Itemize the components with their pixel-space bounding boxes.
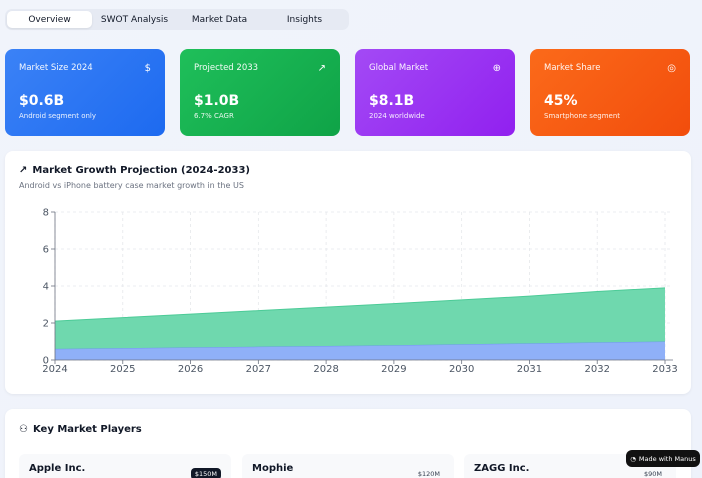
player-card-apple[interactable]: Apple Inc. $150M [19,454,231,478]
global-market-card: Global Market ⊕ $8.1B 2024 worldwide [355,49,515,136]
dollar-icon: $ [144,63,151,74]
x-tick-label: 2032 [584,364,609,375]
player-value-badge: $120M [417,470,440,478]
growth-chart-title-text: Market Growth Projection (2024-2033) [32,165,250,176]
player-card-mophie[interactable]: Mophie $120M [242,454,454,478]
card-subtext: Android segment only [19,112,97,120]
player-name: Mophie [252,463,294,474]
growth-chart-title: ↗ Market Growth Projection (2024-2033) [19,165,250,176]
area-series-line-1 [54,287,666,322]
market-size-card: Market Size 2024 $ $0.6B Android segment… [5,49,165,136]
market-share-card: Market Share ◎ 45% Smartphone segment [530,49,690,136]
card-label: Market Size 2024 [19,63,93,73]
y-tick-label: 6 [43,245,49,256]
x-tick-label: 2033 [652,364,677,375]
x-tick-label: 2024 [42,364,67,375]
card-subtext: Smartphone segment [544,112,621,120]
x-tick-label: 2029 [381,364,406,375]
y-tick-label: 4 [43,282,49,293]
key-players-title: ⚇ Key Market Players [19,424,142,435]
x-tick-label: 2025 [110,364,135,375]
globe-icon: ⊕ [492,63,501,74]
player-value-badge: $90M [643,470,662,478]
made-with-manus-badge[interactable]: ◔ Made with Manus [626,450,700,467]
tab-overview[interactable]: Overview [7,11,92,28]
area-series-1 [55,287,665,349]
growth-chart-panel: ↗ Market Growth Projection (2024-2033) A… [5,151,691,394]
manus-icon: ◔ [630,454,636,463]
card-value: $1.0B [194,93,240,109]
card-subtext: 2024 worldwide [369,112,425,120]
key-players-title-text: Key Market Players [32,424,142,435]
player-value-badge: $150M [190,468,221,478]
card-value: $0.6B [19,93,65,109]
tab-insights[interactable]: Insights [286,14,323,25]
card-label: Global Market [369,63,429,73]
area-series-0 [55,341,665,360]
target-icon: ◎ [667,63,676,74]
tab-swot-analysis[interactable]: SWOT Analysis [100,14,169,25]
growth-chart-subtitle: Android vs iPhone battery case market gr… [19,181,244,190]
tab-bar: Overview SWOT Analysis Market Data Insig… [5,9,349,30]
key-players-panel: ⚇ Key Market Players Apple Inc. $150M Mo… [5,409,691,478]
tab-market-data[interactable]: Market Data [191,14,248,25]
card-label: Projected 2033 [194,63,259,73]
growth-chart: 0 2 4 6 8 2024 2025 2026 2027 2028 2029 2030 2031 203… [42,208,677,376]
y-tick-label: 0 [43,356,49,367]
card-label: Market Share [544,63,601,73]
x-tick-label: 2028 [313,364,338,375]
projected-card: Projected 2033 ↗ $1.0B 6.7% CAGR [180,49,340,136]
area-series-line-0 [54,341,666,350]
player-name: Apple Inc. [29,463,86,474]
users-icon: ⚇ [19,424,28,435]
y-tick-label: 8 [43,208,49,219]
badge-label: Made with Manus [638,454,696,463]
trending-up-icon: ↗ [317,63,326,74]
card-subtext: 6.7% CAGR [194,112,234,120]
player-name: ZAGG Inc. [474,463,530,474]
card-value: 45% [544,93,578,109]
y-tick-label: 2 [43,319,49,330]
trending-up-icon: ↗ [19,165,28,176]
card-value: $8.1B [369,93,415,109]
x-tick-label: 2026 [178,364,203,375]
x-tick-label: 2027 [246,364,271,375]
x-tick-label: 2030 [449,364,474,375]
x-tick-label: 2031 [517,364,542,375]
